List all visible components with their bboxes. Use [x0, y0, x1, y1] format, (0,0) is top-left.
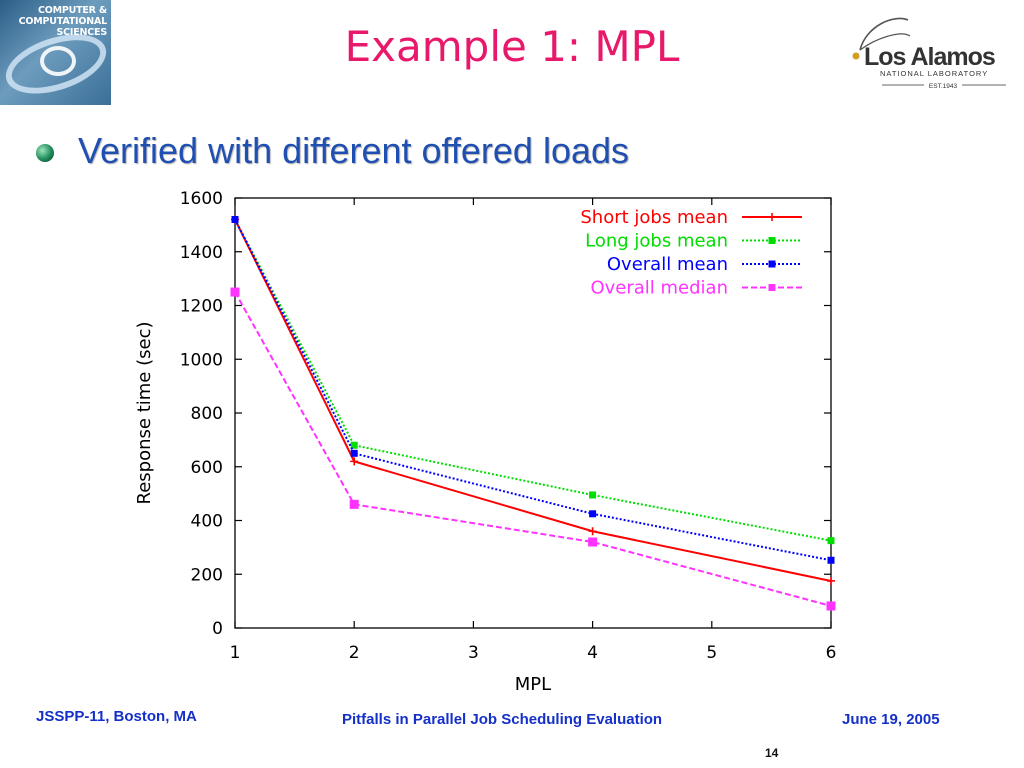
data-point	[827, 576, 835, 585]
legend-marker	[768, 237, 776, 244]
logo-swirl-icon	[40, 46, 76, 76]
x-tick-label: 1	[230, 643, 241, 663]
logo-right-subtitle: NATIONAL LABORATORY	[880, 69, 988, 78]
data-point	[588, 537, 598, 547]
atom-dot-icon	[852, 52, 860, 60]
y-tick-label: 400	[191, 512, 223, 532]
legend-marker	[768, 284, 776, 291]
data-point	[589, 491, 597, 499]
logo-left-line-2: COMPUTATIONAL	[18, 16, 108, 27]
footer-center: Pitfalls in Parallel Job Scheduling Eval…	[342, 711, 663, 728]
data-point	[826, 601, 836, 611]
legend-label: Short jobs mean	[580, 207, 728, 228]
data-point	[827, 537, 835, 545]
data-point	[589, 510, 597, 518]
data-point	[827, 556, 835, 564]
data-point	[350, 457, 359, 466]
logo-right-est: EST.1943	[929, 83, 958, 90]
data-point	[230, 287, 240, 297]
y-tick-label: 0	[212, 619, 223, 639]
x-tick-label: 5	[706, 643, 717, 663]
series-line-3	[234, 291, 832, 607]
legend-label: Overall median	[590, 278, 728, 299]
y-tick-label: 1200	[180, 297, 223, 317]
x-tick-label: 6	[826, 643, 837, 663]
logo-left-line-3: SCIENCES	[56, 27, 108, 38]
y-axis-label: Response time (sec)	[134, 322, 155, 505]
data-point	[231, 216, 239, 223]
y-tick-label: 1600	[180, 189, 223, 209]
series-line-2	[234, 219, 832, 562]
y-tick-label: 1000	[180, 350, 223, 370]
footer-date: June 19, 2005	[842, 711, 940, 728]
legend-label: Long jobs mean	[585, 231, 728, 252]
y-tick-label: 600	[191, 458, 223, 478]
legend-label: Overall mean	[607, 254, 728, 275]
slide-title: Example 1: MPL	[344, 22, 680, 71]
logo-left-text: COMPUTER & COMPUTATIONAL SCIENCES	[18, 5, 108, 38]
logo-left-line-1: COMPUTER &	[37, 5, 107, 16]
sphere-bullet-icon	[36, 144, 54, 162]
legend-marker	[768, 260, 776, 268]
x-tick-label: 4	[587, 643, 598, 663]
atom-orbit-icon	[859, 17, 909, 51]
logo-right-name: Los Alamos	[864, 43, 995, 71]
los-alamos-logo: Los Alamos NATIONAL LABORATORY EST.1943	[852, 17, 1006, 90]
response-time-chart: 0 200 400 600 800 1000 1200 1400 1600 1 2 3 4 5 6 MPL Re…	[134, 189, 837, 695]
x-tick-label: 2	[349, 643, 360, 663]
data-point	[350, 449, 358, 457]
page-number: 14	[765, 746, 779, 760]
series-line-1	[234, 219, 832, 542]
data-point	[588, 527, 597, 536]
data-point	[349, 499, 359, 509]
bullet-text: Verified with different offered loads	[78, 130, 630, 171]
legend-marker	[768, 213, 776, 221]
x-axis-label: MPL	[515, 674, 551, 695]
x-tick-label: 3	[468, 643, 479, 663]
y-tick-label: 1400	[180, 243, 223, 263]
data-point	[350, 441, 358, 449]
plot-frame	[234, 197, 832, 629]
footer-left: JSSPP-11, Boston, MA	[36, 708, 197, 725]
computer-sciences-logo: COMPUTER & COMPUTATIONAL SCIENCES	[0, 0, 111, 105]
series-line-0	[234, 219, 832, 582]
y-tick-label: 800	[191, 404, 223, 424]
y-tick-label: 200	[191, 565, 223, 585]
